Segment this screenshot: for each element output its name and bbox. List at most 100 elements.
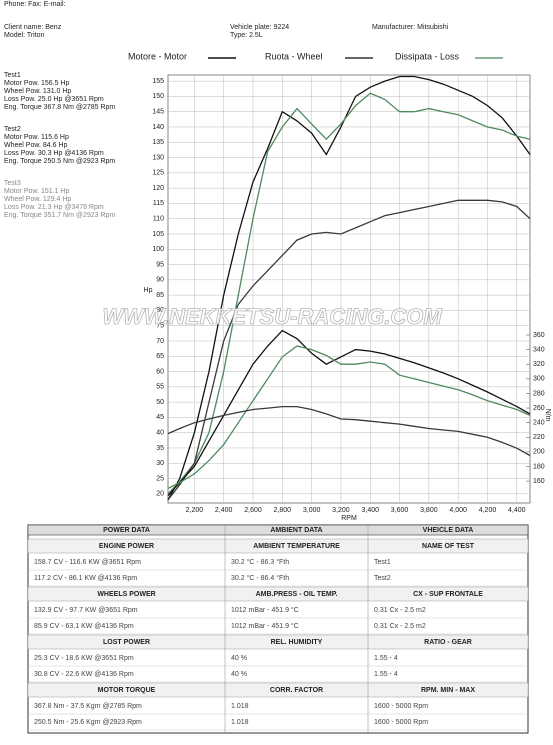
y2-tick-label: 300 xyxy=(533,376,545,383)
y-tick-label: 30 xyxy=(156,460,164,467)
table-cell: 1012 mBar - 451.9 °C xyxy=(231,622,299,630)
y2-tick-label: 220 xyxy=(533,434,545,441)
test-line: Motor Pow. 151.1 Hp xyxy=(4,188,69,195)
x-tick-label: 3,800 xyxy=(420,507,438,514)
table-cell: 25.3 CV - 18.6 KW @3651 Rpm xyxy=(34,655,134,662)
group-title: RATIO - GEAR xyxy=(424,639,472,646)
test-line: Motor Pow. 156.5 Hp xyxy=(4,80,69,87)
x-tick-label: 2,200 xyxy=(186,507,204,514)
y-tick-label: 125 xyxy=(152,170,164,177)
group-title: AMBIENT TEMPERATURE xyxy=(253,543,340,550)
y-tick-label: 80 xyxy=(156,307,164,314)
table-cell: 132.9 CV - 97.7 KW @3651 Rpm xyxy=(34,607,138,614)
table-cell: Test2 xyxy=(374,575,391,582)
y2-tick-label: 180 xyxy=(533,463,545,470)
legend-label: Motore - Motor xyxy=(128,51,187,61)
y-tick-label: 150 xyxy=(152,93,164,100)
y2-tick-label: 200 xyxy=(533,449,545,456)
test-line: Motor Pow. 115.6 Hp xyxy=(4,134,69,141)
table-header: AMBIENT DATA xyxy=(270,527,322,534)
group-title-bg xyxy=(27,586,529,602)
table-cell: 40 % xyxy=(231,671,247,678)
table-cell: 1600 - 5000 Rpm xyxy=(374,703,428,710)
y-tick-label: 55 xyxy=(156,384,164,391)
x-tick-label: 4,000 xyxy=(449,507,467,514)
test-line: Loss Pow. 21.3 Hp @3478 Rpm xyxy=(4,204,104,211)
group-title: RPM. MIN - MAX xyxy=(421,687,475,694)
table-cell: 1600 - 5000 Rpm xyxy=(374,719,428,726)
y-tick-label: 135 xyxy=(152,139,164,146)
group-title: REL. HUMIDITY xyxy=(271,639,323,646)
table-cell: 30.2 °C - 86.3 °Fth xyxy=(231,558,289,566)
y-tick-label: 95 xyxy=(156,261,164,268)
table-header: VHEICLE DATA xyxy=(423,527,474,534)
plate: Vehicle plate: 9224 xyxy=(230,24,289,31)
model: Model: Triton xyxy=(4,32,45,39)
test-line: Wheel Pow. 84.6 Hp xyxy=(4,142,68,149)
y-tick-label: 60 xyxy=(156,368,164,375)
table-cell: 30.2 °C - 86.4 °Fth xyxy=(231,574,289,582)
table-header: POWER DATA xyxy=(103,527,150,534)
y-tick-label: 110 xyxy=(153,216,164,223)
test-line: Loss Pow. 25.0 Hp @3651 Rpm xyxy=(4,96,104,103)
group-title: ENGINE POWER xyxy=(99,543,154,550)
group-title: LOST POWER xyxy=(103,639,150,646)
manufacturer: Manufacturer: Mitsubishi xyxy=(372,24,449,31)
y-tick-label: 115 xyxy=(153,200,164,207)
y-tick-label: 120 xyxy=(152,185,164,192)
y-tick-label: 40 xyxy=(156,430,164,437)
test-line: Wheel Pow. 129.4 Hp xyxy=(4,196,71,203)
y-tick-label: 70 xyxy=(156,338,164,345)
test-name: Test1 xyxy=(4,72,21,79)
y2-tick-label: 260 xyxy=(533,405,545,412)
series-line xyxy=(167,345,531,489)
client: Client name: Benz xyxy=(4,24,62,31)
group-title: NAME OF TEST xyxy=(422,543,475,550)
y-tick-label: 130 xyxy=(152,154,164,161)
group-title-bg xyxy=(27,682,529,698)
y-tick-label: 145 xyxy=(152,109,164,116)
y-tick-label: 90 xyxy=(156,277,164,284)
contacts: Phone: Fax: E-mail: xyxy=(4,1,66,8)
y-tick-label: 140 xyxy=(152,124,164,131)
x-tick-label: 3,400 xyxy=(361,507,379,514)
group-title: CORR. FACTOR xyxy=(270,687,323,694)
x-tick-label: 2,400 xyxy=(215,507,233,514)
y-tick-label: 65 xyxy=(156,353,164,360)
group-title: MOTOR TORQUE xyxy=(98,687,156,694)
test-line: Wheel Pow. 131.0 Hp xyxy=(4,88,71,95)
table-cell: Test1 xyxy=(374,559,391,566)
y-tick-label: 50 xyxy=(156,399,164,406)
vehicle-type: Type: 2.5L xyxy=(230,32,263,39)
series-line xyxy=(167,405,531,457)
test-name: Test3 xyxy=(4,180,21,187)
table-cell: 30.8 CV - 22.6 KW @4136 Rpm xyxy=(34,671,134,678)
group-title: CX - SUP FRONTALE xyxy=(413,591,483,598)
table-cell: 1012 mBar - 451.9 °C xyxy=(231,606,299,614)
series-line xyxy=(167,92,531,495)
table-cell: 1.55 - 4 xyxy=(374,655,398,662)
table-cell: 1.018 xyxy=(231,703,249,710)
y-tick-label: 100 xyxy=(152,246,164,253)
test-line: Loss Pow. 30.3 Hp @4136 Rpm xyxy=(4,150,104,157)
test-line: Eng. Torque 367.8 Nm @2785 Rpm xyxy=(4,104,115,111)
series-line xyxy=(167,329,531,497)
table-cell: 250.5 Nm - 25.6 Kgm @2923 Rpm xyxy=(34,719,142,726)
y-tick-label: 20 xyxy=(156,491,164,498)
series-line xyxy=(167,75,531,501)
x-axis-label: RPM xyxy=(341,515,357,522)
y-tick-label: 155 xyxy=(152,78,164,85)
group-title-bg xyxy=(27,538,529,554)
x-tick-label: 2,800 xyxy=(274,507,292,514)
y-tick-label: 75 xyxy=(156,323,164,330)
x-tick-label: 4,200 xyxy=(479,507,497,514)
y-tick-label: 105 xyxy=(152,231,164,238)
legend-label: Ruota - Wheel xyxy=(265,51,323,61)
test-line: Eng. Torque 250.5 Nm @2923 Rpm xyxy=(4,158,115,165)
table-cell: 85.9 CV - 63.1 KW @4136 Rpm xyxy=(34,623,134,630)
table-header-bg xyxy=(27,524,529,536)
group-title: AMB.PRESS - OIL TEMP. xyxy=(256,591,338,598)
x-tick-label: 3,200 xyxy=(332,507,350,514)
table-cell: 1.55 - 4 xyxy=(374,671,398,678)
